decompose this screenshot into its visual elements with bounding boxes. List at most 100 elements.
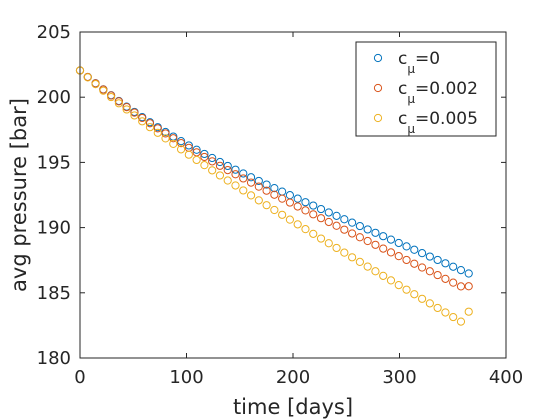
data-point <box>402 242 411 251</box>
legend-entry: cμ=0.005 <box>398 109 478 136</box>
data-point <box>371 267 380 276</box>
data-point <box>464 269 473 278</box>
data-point <box>402 255 411 265</box>
data-point <box>363 262 372 271</box>
data-point <box>200 149 209 159</box>
data-point <box>192 155 201 165</box>
data-point <box>394 281 403 290</box>
data-point <box>371 228 380 237</box>
data-point <box>215 171 225 180</box>
legend-entry: cμ=0 <box>398 49 440 76</box>
data-point <box>215 157 225 167</box>
data-point <box>425 267 434 276</box>
data-point <box>223 176 232 185</box>
data-point <box>223 161 232 171</box>
data-point <box>254 176 263 186</box>
data-point <box>332 221 341 230</box>
data-point <box>293 202 302 211</box>
data-point <box>386 276 396 285</box>
data-point <box>208 157 217 166</box>
legend-box <box>355 41 497 137</box>
data-point <box>464 282 473 291</box>
data-point <box>371 240 380 249</box>
data-point <box>270 190 279 199</box>
legend-marker <box>373 53 383 63</box>
data-point <box>324 239 333 248</box>
data-point <box>316 214 326 223</box>
data-point <box>449 278 458 287</box>
data-point <box>107 92 116 102</box>
data-point <box>324 217 333 227</box>
data-point <box>316 234 326 243</box>
data-point <box>410 290 419 299</box>
data-point <box>169 139 178 148</box>
data-point <box>153 124 162 133</box>
data-point <box>83 73 92 82</box>
data-point <box>433 270 442 280</box>
data-point <box>386 248 396 257</box>
data-point <box>425 252 434 261</box>
y-tick-label: 185 <box>37 283 71 304</box>
legend: cμ=0 cμ=0.002 cμ=0.005 <box>355 41 497 137</box>
legend-entry: cμ=0.002 <box>398 79 478 106</box>
data-point <box>208 153 217 163</box>
data-point <box>340 248 349 257</box>
data-point <box>410 245 419 254</box>
data-point <box>200 152 209 162</box>
data-point <box>223 165 232 175</box>
data-point <box>355 221 364 231</box>
data-point <box>301 198 310 207</box>
y-tick-label: 180 <box>37 348 71 369</box>
data-point <box>332 243 341 253</box>
series-1 <box>75 66 473 291</box>
data-point <box>153 128 162 137</box>
data-point <box>456 317 466 326</box>
legend-marker <box>373 113 383 123</box>
data-point <box>394 238 403 248</box>
data-point <box>348 253 357 262</box>
data-point <box>122 105 131 114</box>
data-point <box>386 235 396 244</box>
y-tick-label: 195 <box>37 152 71 173</box>
data-point <box>348 229 357 238</box>
x-axis-label: time [days] <box>233 395 353 419</box>
data-point <box>324 208 333 217</box>
data-point <box>138 113 147 123</box>
data-point <box>355 257 364 266</box>
data-point <box>239 186 248 195</box>
series-2 <box>75 66 473 326</box>
data-point <box>379 271 388 280</box>
y-tick-label: 200 <box>37 87 71 108</box>
data-point <box>231 165 240 174</box>
data-point <box>425 299 434 308</box>
data-point <box>285 215 295 224</box>
data-point <box>184 150 193 159</box>
data-point <box>293 194 302 203</box>
data-point <box>379 232 388 241</box>
data-point <box>441 274 450 283</box>
data-point <box>254 196 263 205</box>
data-point <box>464 307 473 316</box>
data-point <box>239 174 248 183</box>
data-point <box>348 218 357 227</box>
data-point <box>332 211 341 220</box>
data-point <box>293 220 302 229</box>
data-point <box>246 173 256 182</box>
legend-marker <box>373 83 383 93</box>
data-point <box>456 282 466 291</box>
data-point <box>309 210 318 219</box>
data-point <box>363 236 372 246</box>
data-point <box>262 180 271 189</box>
data-point <box>340 225 349 234</box>
data-point <box>417 294 427 303</box>
data-point <box>441 308 450 317</box>
data-point <box>410 259 419 268</box>
data-point <box>200 161 209 170</box>
x-tick-label: 200 <box>276 367 310 388</box>
data-point <box>355 233 364 242</box>
data-point <box>138 117 147 126</box>
data-point <box>254 182 263 191</box>
data-point <box>316 204 326 214</box>
data-point <box>215 161 225 170</box>
